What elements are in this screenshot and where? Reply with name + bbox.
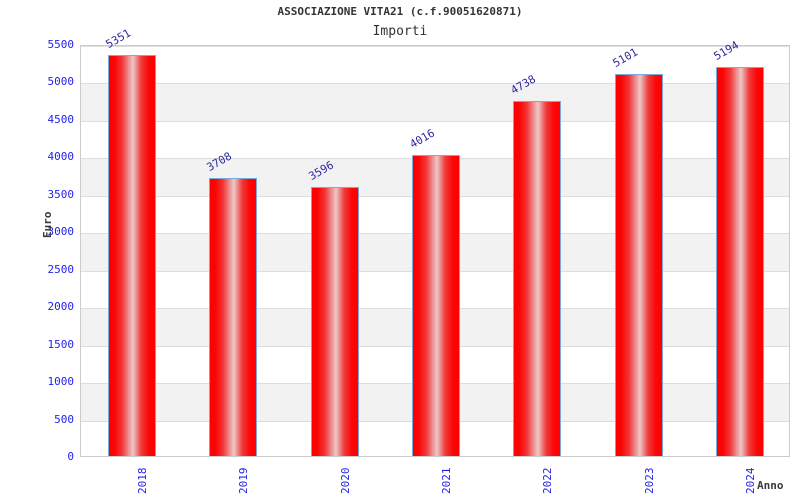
chart-subtitle: Importi <box>372 24 428 39</box>
y-tick-label: 500 <box>54 412 74 426</box>
bar[interactable] <box>716 66 765 456</box>
gridline <box>81 83 789 84</box>
bar[interactable] <box>513 101 562 456</box>
y-tick-label: 4000 <box>47 150 75 164</box>
x-tick-label: 2020 <box>338 467 352 495</box>
x-tick-label: 2022 <box>541 467 555 495</box>
y-tick-label: 0 <box>67 450 74 463</box>
y-tick-label: 2500 <box>47 262 75 276</box>
gridline <box>81 46 789 47</box>
x-tick-label: 2024 <box>744 467 758 495</box>
bar[interactable] <box>412 155 460 456</box>
plot-area: 5351 3708 3596 4016 4738 5101 5194 <box>80 27 790 457</box>
y-axis-title: Euro <box>41 211 54 239</box>
y-tick-label: 5500 <box>47 38 75 51</box>
y-tick-label: 4500 <box>47 112 75 126</box>
gridline <box>81 121 789 122</box>
y-tick-label: 1500 <box>47 337 75 351</box>
plot-band <box>81 83 789 121</box>
y-tick-label: 1000 <box>47 375 75 389</box>
x-tick-label: 2019 <box>237 467 251 495</box>
y-tick-label: 2000 <box>47 300 75 314</box>
x-axis-title: Anno <box>757 479 784 492</box>
chart-title: ASSOCIAZIONE VITA21 (c.f.90051620871) <box>277 5 523 18</box>
x-tick-label: 2021 <box>440 467 453 495</box>
bar[interactable] <box>614 73 663 456</box>
bar-value-label: 5101 <box>610 45 640 70</box>
y-tick-label: 5000 <box>47 75 75 89</box>
x-axis-tick-labels: 2018 2019 2020 2021 2022 2023 2024 <box>80 462 790 502</box>
y-axis-tick-labels: 0 500 1000 1500 2000 2500 3000 3500 4000 4500 5000… <box>0 38 75 463</box>
bar-value-label: 4016 <box>407 126 437 152</box>
bar[interactable] <box>209 178 258 456</box>
y-tick-label: 3000 <box>47 225 75 239</box>
bar[interactable] <box>310 186 359 456</box>
x-tick-label: 2023 <box>642 467 656 495</box>
y-tick-label: 3500 <box>47 187 75 201</box>
x-tick-label: 2018 <box>135 467 149 495</box>
bar-value-label: 5194 <box>711 38 742 63</box>
bar[interactable] <box>107 55 156 456</box>
